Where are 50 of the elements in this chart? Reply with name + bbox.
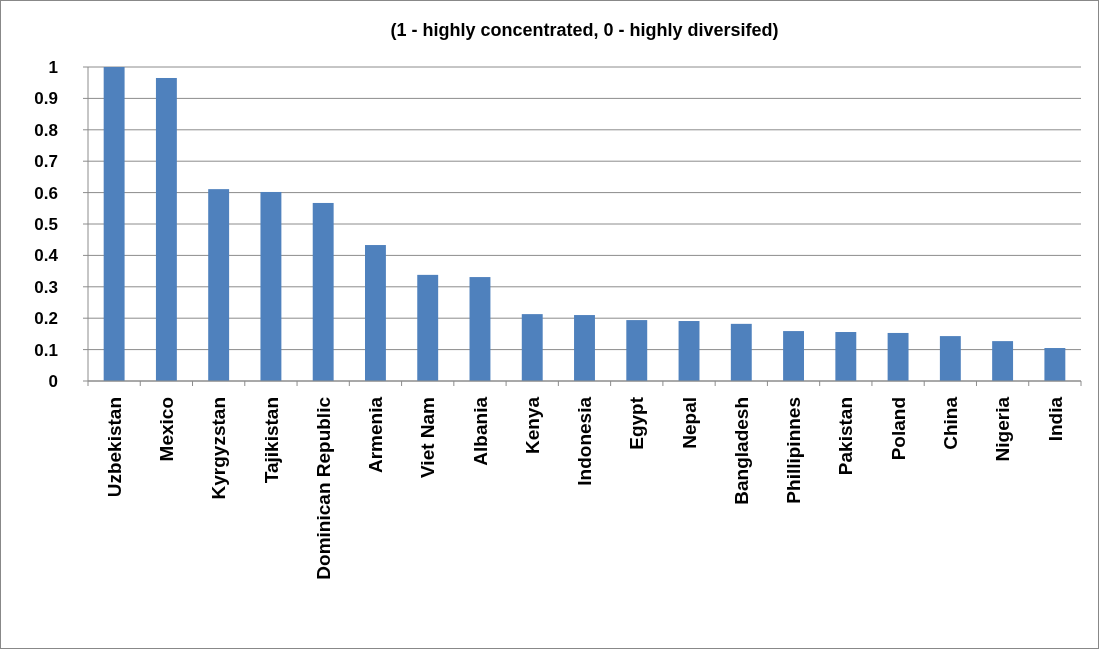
bar: [730, 323, 752, 381]
y-tick-label: 0.9: [34, 89, 58, 109]
chart-title: (1 - highly concentrated, 0 - highly diversifed): [390, 20, 779, 40]
bar: [1044, 348, 1066, 381]
x-tick-label: Uzbekistan: [103, 397, 125, 498]
bar: [992, 341, 1014, 381]
y-tick-label: 0.7: [34, 152, 58, 172]
bar: [574, 315, 595, 381]
x-tick-label: Poland: [887, 397, 909, 461]
x-tick-label: Pakistan: [835, 397, 857, 476]
bar: [312, 202, 334, 381]
x-tick-label: India: [1044, 396, 1066, 442]
x-tick-label: Nigeria: [992, 396, 1014, 462]
y-tick-label: 0.6: [34, 183, 58, 203]
bar: [783, 331, 805, 381]
x-tick-label: Indonesia: [574, 396, 596, 486]
x-tick-label: Mexico: [156, 397, 178, 462]
bar: [417, 274, 439, 381]
bar: [155, 77, 177, 381]
y-tick-label: 1: [48, 57, 58, 77]
x-tick-label: Bangladesh: [730, 397, 752, 505]
x-tick-label: Viet Nam: [417, 397, 439, 478]
x-tick-label: Nepal: [678, 397, 700, 449]
bar: [365, 245, 386, 381]
bar: [939, 336, 961, 381]
x-tick-label: Kyrgyzstan: [208, 397, 230, 500]
x-tick-label: Kenya: [521, 396, 543, 455]
x-tick-label: Armenia: [365, 396, 387, 474]
y-tick-label: 0.5: [34, 214, 58, 234]
x-tick-label: Tajikistan: [260, 397, 282, 484]
bar: [678, 321, 700, 381]
bar: [469, 277, 491, 381]
x-tick-label: Albania: [469, 396, 491, 466]
x-tick-label: Dominican Republic: [312, 396, 334, 580]
x-tick-label: China: [939, 396, 961, 450]
bar: [208, 189, 230, 381]
y-tick-label: 0.4: [34, 246, 59, 266]
y-tick-label: 0.3: [34, 277, 58, 297]
bar: [887, 332, 909, 381]
bar: [103, 67, 125, 381]
y-tick-label: 0.1: [34, 340, 58, 360]
bar: [626, 320, 648, 381]
x-tick-label: Egypt: [626, 396, 648, 450]
x-tick-label: Phillipinnes: [783, 397, 805, 504]
bar: [521, 314, 543, 381]
bar: [835, 332, 857, 381]
y-tick-label: 0: [48, 371, 58, 391]
y-tick-label: 0.2: [34, 309, 58, 329]
bar: [260, 191, 282, 381]
y-tick-label: 0.8: [34, 120, 58, 140]
